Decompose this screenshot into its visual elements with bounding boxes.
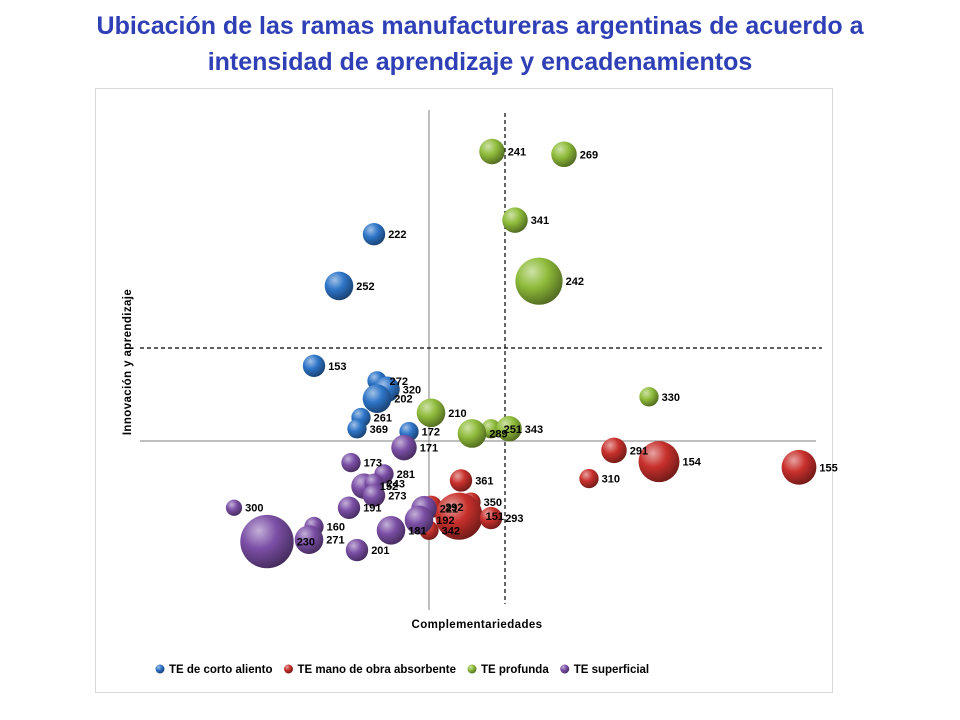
point-label-343: 343 bbox=[525, 424, 543, 436]
point-label-221: 221 bbox=[440, 504, 458, 516]
bubble-310 bbox=[579, 468, 599, 489]
bubble-271 bbox=[294, 525, 324, 554]
point-label-202: 202 bbox=[394, 394, 412, 406]
bubble-230 bbox=[240, 514, 294, 569]
point-label-300: 300 bbox=[245, 503, 263, 515]
bubble-330 bbox=[639, 387, 659, 407]
bubble-341 bbox=[502, 207, 528, 233]
point-label-271: 271 bbox=[326, 535, 344, 547]
bubble-293 bbox=[479, 506, 503, 530]
bubble-361 bbox=[449, 469, 473, 492]
legend-marker-2 bbox=[467, 664, 477, 674]
point-label-342: 342 bbox=[442, 525, 460, 537]
point-label-201: 201 bbox=[371, 545, 389, 557]
legend-marker-3 bbox=[560, 664, 570, 674]
bubble-289 bbox=[457, 419, 487, 448]
point-label-173: 173 bbox=[364, 458, 382, 470]
bubble-241 bbox=[479, 138, 505, 165]
bubbles-layer bbox=[225, 138, 817, 569]
point-label-191: 191 bbox=[363, 503, 381, 515]
x-axis-title: Complementariedades bbox=[412, 619, 543, 631]
point-label-181: 181 bbox=[408, 525, 426, 537]
legend-marker-1 bbox=[284, 664, 294, 674]
point-label-242: 242 bbox=[566, 276, 584, 288]
bubble-242 bbox=[515, 257, 563, 305]
legend-label-2: TE profunda bbox=[481, 664, 549, 676]
y-axis-title: Innovación y aprendizaje bbox=[122, 289, 134, 435]
bubble-191 bbox=[337, 496, 361, 519]
bubble-202 bbox=[362, 384, 392, 414]
legend-label-0: TE de corto aliento bbox=[169, 664, 273, 676]
point-label-273: 273 bbox=[388, 491, 406, 503]
bubble-173 bbox=[341, 452, 361, 473]
bubble-269 bbox=[551, 141, 577, 168]
bubble-273 bbox=[362, 484, 386, 507]
point-label-272: 272 bbox=[390, 376, 408, 388]
point-label-369: 369 bbox=[370, 424, 388, 436]
point-label-155: 155 bbox=[819, 462, 837, 474]
point-label-252: 252 bbox=[356, 281, 374, 293]
point-label-222: 222 bbox=[388, 229, 406, 241]
point-label-310: 310 bbox=[602, 474, 620, 486]
point-label-243: 243 bbox=[387, 478, 405, 490]
bubble-291 bbox=[601, 437, 627, 464]
point-label-261: 261 bbox=[374, 413, 392, 425]
point-label-171: 171 bbox=[420, 443, 438, 455]
bubble-171 bbox=[391, 434, 417, 461]
title-line-1: Ubicación de las ramas manufactureras ar… bbox=[96, 12, 864, 40]
point-label-269: 269 bbox=[580, 149, 598, 161]
bubble-210 bbox=[416, 398, 446, 428]
bubble-154 bbox=[638, 441, 680, 483]
point-label-289: 289 bbox=[489, 428, 507, 440]
legend-label-1: TE mano de obra absorbente bbox=[298, 664, 456, 676]
bubble-201 bbox=[345, 538, 369, 562]
legend: TE de corto aliento TE mano de obra absor… bbox=[155, 664, 649, 676]
point-label-154: 154 bbox=[683, 457, 702, 469]
point-label-151: 151 bbox=[486, 511, 504, 523]
title-line-2: intensidad de aprendizaje y encadenamien… bbox=[207, 48, 753, 76]
point-label-293: 293 bbox=[505, 513, 523, 525]
point-label-350: 350 bbox=[484, 497, 502, 509]
bubble-155 bbox=[781, 449, 817, 485]
bubble-192 bbox=[404, 505, 434, 535]
point-label-320: 320 bbox=[403, 384, 421, 396]
chart-frame bbox=[95, 88, 833, 693]
point-label-281: 281 bbox=[397, 469, 415, 481]
bubble-300 bbox=[225, 499, 243, 516]
point-label-361: 361 bbox=[475, 475, 493, 487]
point-label-160: 160 bbox=[327, 522, 345, 534]
point-label-152: 152 bbox=[380, 481, 398, 493]
point-label-241: 241 bbox=[508, 146, 526, 158]
bubble-222 bbox=[362, 223, 386, 246]
point-label-341: 341 bbox=[531, 215, 549, 227]
point-label-153: 153 bbox=[328, 361, 346, 373]
bubble-151 bbox=[435, 492, 483, 540]
bubble-369 bbox=[347, 419, 367, 439]
legend-label-3: TE superficial bbox=[574, 664, 649, 676]
point-label-192: 192 bbox=[436, 515, 454, 527]
point-label-291: 291 bbox=[630, 445, 648, 457]
point-label-330: 330 bbox=[662, 392, 680, 404]
point-label-292: 292 bbox=[445, 502, 463, 514]
point-label-210: 210 bbox=[448, 408, 466, 420]
bubble-252 bbox=[324, 271, 354, 301]
point-label-172: 172 bbox=[422, 427, 440, 439]
bubble-343 bbox=[496, 416, 522, 442]
bubble-181 bbox=[376, 516, 406, 545]
legend-marker-0 bbox=[155, 664, 165, 674]
point-label-230: 230 bbox=[297, 537, 315, 549]
bubble-153 bbox=[302, 354, 326, 377]
slide-title: Ubicación de las ramas manufactureras ar… bbox=[0, 8, 960, 80]
point-label-251: 251 bbox=[504, 424, 522, 436]
